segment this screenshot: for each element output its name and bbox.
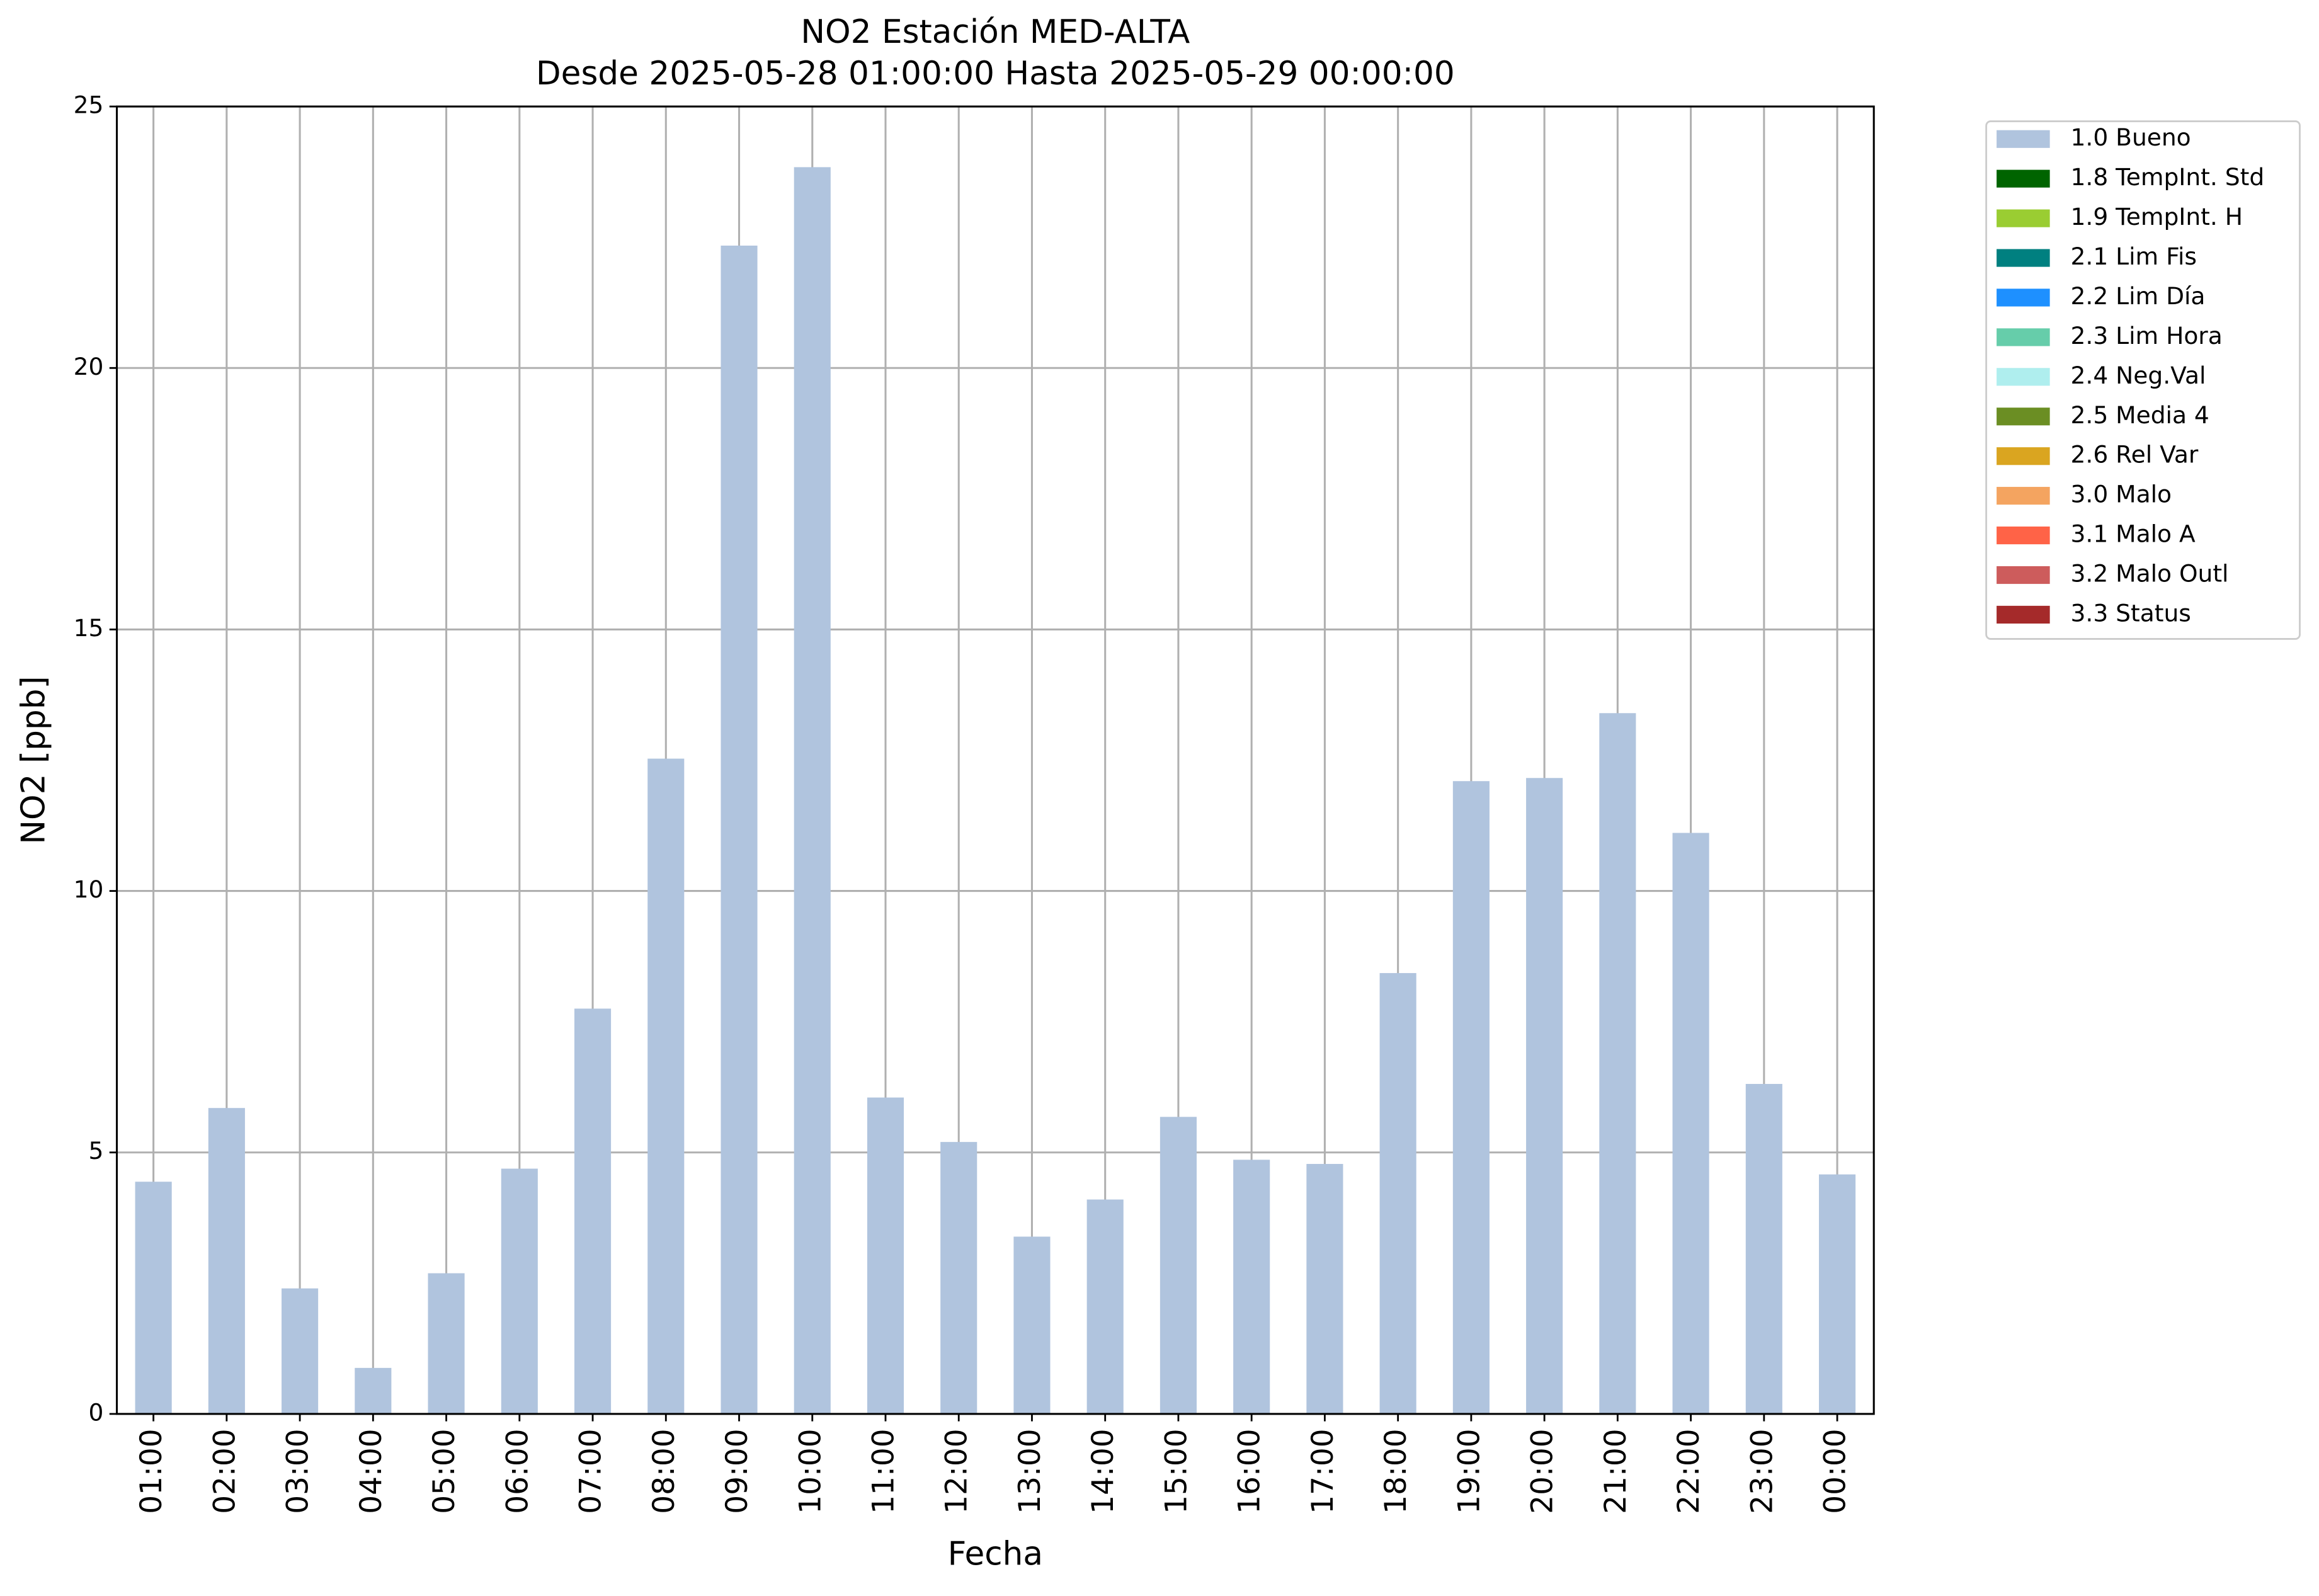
x-tick-label: 14:00	[1086, 1428, 1120, 1513]
x-tick-label: 20:00	[1525, 1428, 1560, 1513]
legend-swatch	[1997, 408, 2050, 426]
legend-swatch	[1997, 209, 2050, 227]
x-tick-label: 11:00	[866, 1428, 901, 1513]
x-tick-label: 02:00	[207, 1428, 242, 1513]
legend-label: 2.4 Neg.Val	[2071, 362, 2206, 389]
legend-swatch	[1997, 130, 2050, 148]
chart-subtitle: Desde 2025-05-28 01:00:00 Hasta 2025-05-…	[536, 55, 1455, 93]
bar-segment	[1452, 781, 1490, 1414]
x-tick-label: 21:00	[1598, 1428, 1633, 1513]
bar-segment	[282, 1288, 319, 1414]
x-tick-label: 12:00	[940, 1428, 974, 1513]
bar-segment	[1819, 1174, 1856, 1414]
y-tick-label: 0	[88, 1398, 103, 1426]
bar-segment	[135, 1182, 172, 1414]
bar-segment	[794, 167, 831, 1414]
bar-segment	[355, 1367, 392, 1414]
bar-segment	[940, 1142, 977, 1414]
bar-segment	[647, 758, 685, 1414]
x-tick-label: 05:00	[427, 1428, 462, 1513]
x-tick-label: 22:00	[1672, 1428, 1706, 1513]
x-tick-label: 00:00	[1818, 1428, 1853, 1513]
x-tick-label: 09:00	[720, 1428, 755, 1513]
axes: 0 5 10 15 20 25 01:00 02:00 03:00 04:00 05:00 06:00…	[74, 91, 1853, 1514]
legend-label: 2.1 Lim Fis	[2071, 242, 2197, 270]
bar-segment	[428, 1273, 465, 1414]
legend-label: 1.0 Bueno	[2071, 123, 2191, 151]
bar-segment	[501, 1168, 538, 1414]
legend-label: 3.1 Malo A	[2071, 520, 2196, 548]
x-tick-label: 04:00	[354, 1428, 389, 1513]
legend-swatch	[1997, 368, 2050, 386]
legend-label: 3.3 Status	[2071, 599, 2191, 627]
legend-label: 2.2 Lim Día	[2071, 282, 2206, 310]
legend-label: 3.0 Malo	[2071, 481, 2172, 508]
bar-segment	[208, 1108, 245, 1414]
bar-segment	[574, 1008, 612, 1414]
y-tick-label: 10	[74, 875, 104, 903]
bar-segment	[1086, 1199, 1124, 1414]
legend-box	[1985, 120, 2301, 640]
x-tick-label: 01:00	[134, 1428, 169, 1513]
bar-segment	[867, 1097, 904, 1414]
bar-segment	[1379, 972, 1416, 1414]
x-tick-label: 15:00	[1159, 1428, 1194, 1513]
y-tick-label: 5	[88, 1137, 103, 1165]
bar-segment	[1013, 1236, 1051, 1414]
legend-swatch	[1997, 328, 2050, 346]
legend-swatch	[1997, 566, 2050, 584]
bar-segment	[1672, 833, 1709, 1414]
legend-swatch	[1997, 487, 2050, 505]
legend-label: 2.6 Rel Var	[2071, 441, 2199, 469]
y-tick-label: 25	[74, 91, 104, 119]
y-tick-label: 15	[74, 614, 104, 642]
bar-segment	[1233, 1160, 1270, 1414]
bar-segment	[1599, 713, 1636, 1414]
plot-frame	[115, 105, 1875, 1415]
bar-segment	[1306, 1164, 1343, 1414]
x-tick-label: 23:00	[1745, 1428, 1779, 1513]
x-tick-label: 17:00	[1306, 1428, 1340, 1513]
x-tick-label: 10:00	[793, 1428, 828, 1513]
legend-swatch	[1997, 526, 2050, 545]
legend-label: 2.3 Lim Hora	[2071, 322, 2223, 350]
legend: 1.0 Bueno 1.8 TempInt. Std 1.9 TempInt. H 2…	[1997, 123, 2264, 627]
bar-segment	[1160, 1117, 1197, 1414]
chart-title: NO2 Estación MED-ALTA	[801, 13, 1190, 51]
y-axis-label: NO2 [ppb]	[14, 676, 52, 844]
bar-segment	[1745, 1083, 1782, 1414]
legend-label: 3.2 Malo Outl	[2071, 560, 2229, 588]
x-axis-label: Fecha	[948, 1535, 1043, 1573]
x-tick-label: 07:00	[574, 1428, 608, 1513]
legend-swatch	[1997, 249, 2050, 267]
x-tick-label: 16:00	[1233, 1428, 1267, 1513]
x-tick-label: 13:00	[1013, 1428, 1047, 1513]
bars	[135, 167, 1856, 1414]
legend-label: 1.8 TempInt. Std	[2071, 163, 2265, 191]
legend-swatch	[1997, 447, 2050, 465]
bar-segment	[721, 245, 758, 1414]
legend-swatch	[1997, 169, 2050, 188]
legend-swatch	[1997, 288, 2050, 307]
bar-segment	[1526, 778, 1563, 1414]
legend-label: 2.5 Media 4	[2071, 401, 2209, 429]
legend-label: 1.9 TempInt. H	[2071, 203, 2243, 231]
x-tick-label: 18:00	[1379, 1428, 1413, 1513]
x-tick-label: 03:00	[281, 1428, 316, 1513]
x-tick-label: 06:00	[500, 1428, 535, 1513]
x-tick-label: 19:00	[1452, 1428, 1486, 1513]
x-tick-label: 08:00	[647, 1428, 681, 1513]
legend-swatch	[1997, 605, 2050, 624]
y-tick-label: 20	[74, 353, 104, 380]
